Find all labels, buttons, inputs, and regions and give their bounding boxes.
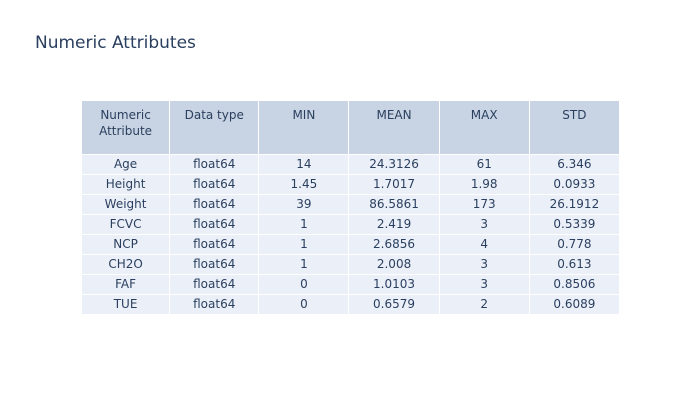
cell-attribute: FCVC — [80, 214, 171, 235]
header-data-type: Data type — [169, 100, 260, 155]
cell-min: 1.45 — [258, 174, 350, 195]
table-row: CH2O float64 1 2.008 3 0.613 — [80, 254, 621, 275]
cell-data-type: float64 — [169, 174, 260, 195]
cell-mean: 1.7017 — [348, 174, 440, 195]
cell-std: 0.6089 — [528, 294, 621, 315]
cell-mean: 1.0103 — [348, 274, 440, 295]
header-std: STD — [528, 100, 621, 155]
cell-std: 6.346 — [528, 154, 621, 175]
table-header-row: Numeric Attribute Data type MIN MEAN MAX… — [80, 100, 621, 155]
cell-min: 14 — [258, 154, 350, 175]
cell-max: 61 — [438, 154, 530, 175]
cell-max: 173 — [438, 194, 530, 215]
cell-std: 26.1912 — [528, 194, 621, 215]
table-row: Height float64 1.45 1.7017 1.98 0.0933 — [80, 174, 621, 195]
cell-mean: 0.6579 — [348, 294, 440, 315]
header-mean: MEAN — [348, 100, 440, 155]
table-row: NCP float64 1 2.6856 4 0.778 — [80, 234, 621, 255]
cell-attribute: CH2O — [80, 254, 171, 275]
header-min: MIN — [258, 100, 350, 155]
cell-attribute: NCP — [80, 234, 171, 255]
cell-std: 0.8506 — [528, 274, 621, 295]
cell-data-type: float64 — [169, 214, 260, 235]
cell-max: 3 — [438, 274, 530, 295]
table-row: Age float64 14 24.3126 61 6.346 — [80, 154, 621, 175]
cell-attribute: Weight — [80, 194, 171, 215]
table-row: Weight float64 39 86.5861 173 26.1912 — [80, 194, 621, 215]
table-row: FAF float64 0 1.0103 3 0.8506 — [80, 274, 621, 295]
table-row: TUE float64 0 0.6579 2 0.6089 — [80, 294, 621, 315]
cell-attribute: Height — [80, 174, 171, 195]
cell-mean: 2.008 — [348, 254, 440, 275]
cell-max: 3 — [438, 214, 530, 235]
cell-attribute: TUE — [80, 294, 171, 315]
cell-max: 3 — [438, 254, 530, 275]
cell-data-type: float64 — [169, 234, 260, 255]
cell-min: 0 — [258, 274, 350, 295]
cell-min: 39 — [258, 194, 350, 215]
chart-title: Numeric Attributes — [35, 33, 196, 53]
cell-data-type: float64 — [169, 194, 260, 215]
cell-max: 4 — [438, 234, 530, 255]
cell-attribute: Age — [80, 154, 171, 175]
cell-std: 0.5339 — [528, 214, 621, 235]
cell-std: 0.778 — [528, 234, 621, 255]
cell-data-type: float64 — [169, 274, 260, 295]
cell-mean: 2.419 — [348, 214, 440, 235]
cell-std: 0.613 — [528, 254, 621, 275]
table-row: FCVC float64 1 2.419 3 0.5339 — [80, 214, 621, 235]
numeric-attributes-table: Numeric Attribute Data type MIN MEAN MAX… — [80, 100, 621, 315]
cell-std: 0.0933 — [528, 174, 621, 195]
cell-min: 1 — [258, 254, 350, 275]
cell-min: 0 — [258, 294, 350, 315]
cell-data-type: float64 — [169, 154, 260, 175]
cell-max: 1.98 — [438, 174, 530, 195]
cell-max: 2 — [438, 294, 530, 315]
table-body: Age float64 14 24.3126 61 6.346 Height float64 1… — [80, 154, 621, 315]
header-max: MAX — [438, 100, 530, 155]
cell-mean: 24.3126 — [348, 154, 440, 175]
cell-data-type: float64 — [169, 254, 260, 275]
cell-attribute: FAF — [80, 274, 171, 295]
cell-mean: 2.6856 — [348, 234, 440, 255]
cell-min: 1 — [258, 214, 350, 235]
cell-data-type: float64 — [169, 294, 260, 315]
header-numeric-attribute: Numeric Attribute — [80, 100, 171, 155]
cell-min: 1 — [258, 234, 350, 255]
cell-mean: 86.5861 — [348, 194, 440, 215]
